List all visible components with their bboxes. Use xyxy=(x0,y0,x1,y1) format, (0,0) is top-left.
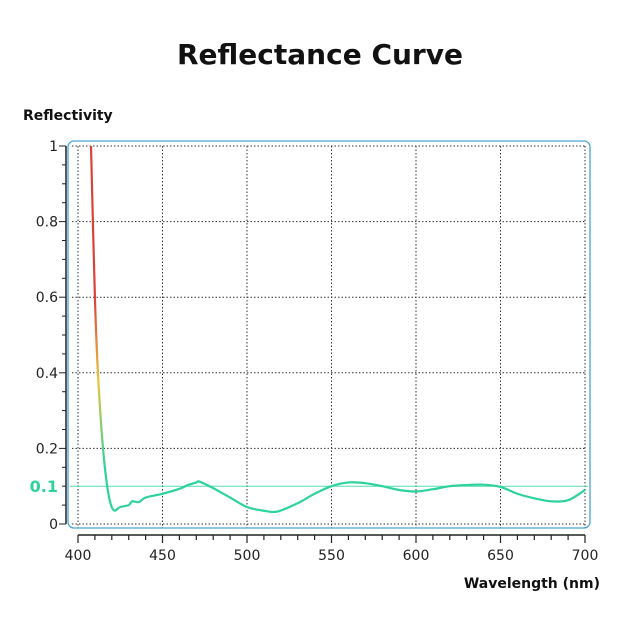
reflectance-curve xyxy=(89,145,586,514)
y-tick-label: 0.4 xyxy=(36,366,58,382)
x-axis-label: Wavelength (nm) xyxy=(463,576,600,592)
plot-frame xyxy=(67,140,591,529)
y-tick-label: 0.2 xyxy=(36,441,58,457)
y-tick-label: 0 xyxy=(49,517,58,533)
x-tick-label: 450 xyxy=(149,548,176,564)
y-tick-label: 1 xyxy=(49,139,58,155)
chart-title: Reflectance Curve xyxy=(177,38,463,71)
x-tick-label: 700 xyxy=(572,548,599,564)
x-tick-label: 600 xyxy=(403,548,430,564)
y-tick-label: 0.8 xyxy=(36,215,58,231)
x-tick-label: 400 xyxy=(65,548,92,564)
y-axis-label: Reflectivity xyxy=(23,108,113,124)
x-tick-label: 500 xyxy=(234,548,261,564)
x-tick-label: 550 xyxy=(318,548,345,564)
x-tick-label: 650 xyxy=(487,548,514,564)
y-tick-label: 0.6 xyxy=(36,290,58,306)
reference-line-label: 0.1 xyxy=(30,477,58,496)
